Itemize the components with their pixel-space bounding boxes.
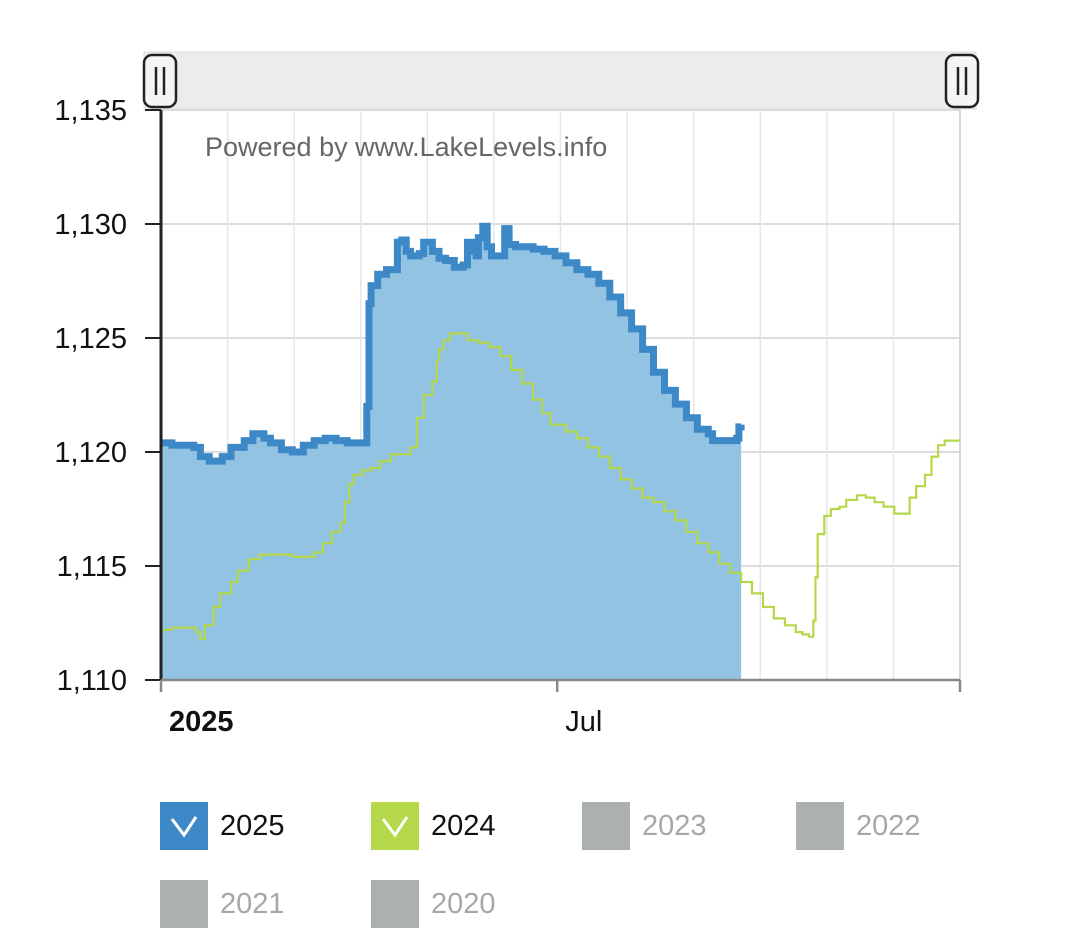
legend-checkbox[interactable] <box>160 802 208 850</box>
y-tick-label: 1,115 <box>57 551 127 583</box>
legend-item-2023[interactable]: 2023 <box>582 802 707 850</box>
navigator-track[interactable] <box>143 51 977 110</box>
legend-label: 2024 <box>431 809 496 842</box>
legend-checkbox[interactable] <box>160 880 208 928</box>
y-tick-label: 1,125 <box>54 323 127 355</box>
legend-label: 2023 <box>642 809 707 842</box>
legend-item-2022[interactable]: 2022 <box>796 802 921 850</box>
navigator-right-handle[interactable] <box>944 53 980 109</box>
legend-checkbox[interactable] <box>371 802 419 850</box>
series-2024-line <box>161 332 960 641</box>
axes: 1,110 1,115 1,120 1,125 1,130 1,135 2025 Jul <box>54 95 962 738</box>
legend-checkbox[interactable] <box>371 880 419 928</box>
legend-checkbox[interactable] <box>796 802 844 850</box>
navigator-left-handle[interactable] <box>142 53 178 109</box>
legend-item-2020[interactable]: 2020 <box>371 880 496 928</box>
chart-canvas: Powered by www.LakeLevels.info 1,1101,11… <box>54 51 980 738</box>
legend-label: 2022 <box>856 809 921 842</box>
legend-label: 2025 <box>220 809 285 842</box>
checkmark-icon <box>170 816 198 838</box>
y-tick-label: 1,120 <box>54 437 127 469</box>
plot-series <box>161 222 960 681</box>
y-tick-label: 1,130 <box>54 209 127 241</box>
watermark: Powered by www.LakeLevels.info <box>205 132 607 162</box>
series-2025-area <box>161 226 742 681</box>
legend-item-2024[interactable]: 2024 <box>371 802 496 850</box>
legend-label: 2021 <box>220 887 285 920</box>
legend-item-2021[interactable]: 2021 <box>160 880 285 928</box>
y-tick-label: 1,135 <box>54 95 127 127</box>
legend-checkbox[interactable] <box>582 802 630 850</box>
y-tick-label: 1,110 <box>57 665 127 697</box>
series-2025-line <box>161 222 745 465</box>
legend-label: 2020 <box>431 887 496 920</box>
legend-item-2025[interactable]: 2025 <box>160 802 285 850</box>
x-tick-label: Jul <box>565 706 602 738</box>
checkmark-icon <box>381 816 409 838</box>
x-tick-label: 2025 <box>169 706 234 738</box>
